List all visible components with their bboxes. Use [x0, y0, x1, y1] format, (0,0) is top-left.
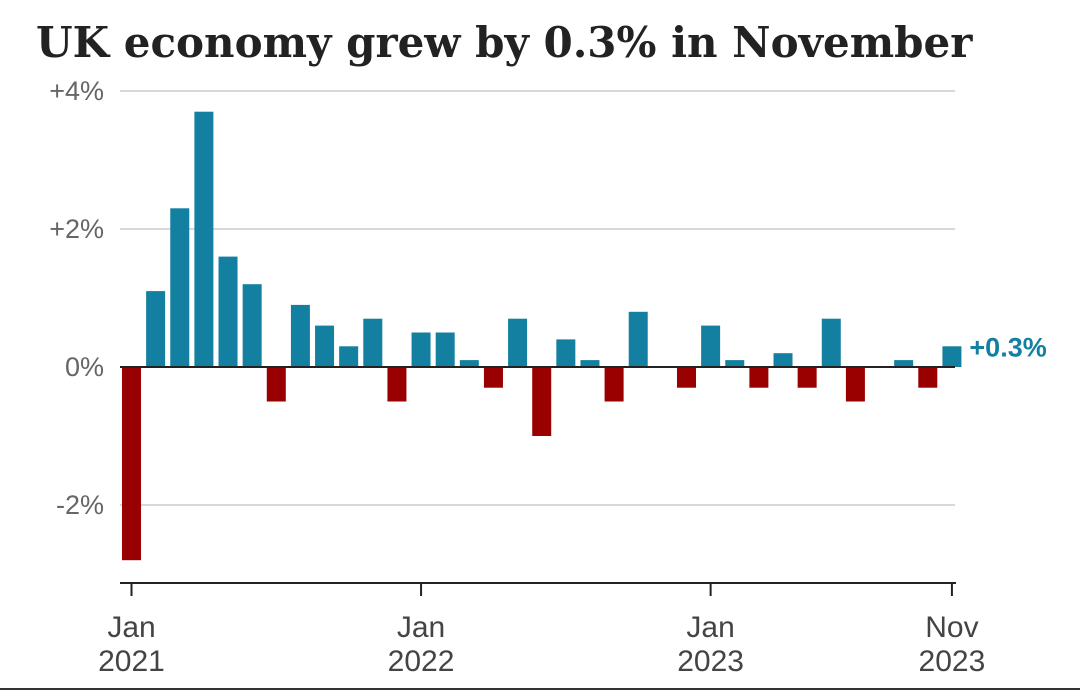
bar	[676, 367, 696, 388]
x-tick-label-month: Nov	[925, 611, 978, 644]
bar	[146, 291, 166, 367]
x-tick-label-year: 2022	[388, 645, 455, 678]
bar	[604, 367, 624, 402]
bar	[532, 367, 552, 436]
bar	[797, 367, 817, 388]
bar	[701, 325, 721, 367]
bar	[845, 367, 865, 402]
x-tick-label-month: Jan	[107, 611, 155, 644]
bar	[387, 367, 407, 402]
bar	[918, 367, 938, 388]
bar	[894, 360, 914, 367]
bar	[363, 318, 383, 367]
bar	[170, 208, 190, 367]
bar	[266, 367, 286, 402]
bar	[580, 360, 600, 367]
bar	[122, 367, 141, 561]
x-tick-label-year: 2023	[677, 645, 744, 678]
y-tick-label: +4%	[49, 76, 104, 106]
bar	[483, 367, 503, 388]
bar	[411, 332, 431, 367]
bar	[749, 367, 769, 388]
bar	[556, 339, 576, 367]
bar	[773, 353, 793, 367]
chart-title: UK economy grew by 0.3% in November	[36, 18, 973, 67]
bar	[821, 318, 841, 367]
bar	[628, 311, 648, 367]
bar	[290, 304, 310, 367]
bar	[242, 284, 262, 367]
bar	[942, 346, 962, 367]
bar	[508, 318, 528, 367]
x-tick-label-month: Jan	[397, 611, 445, 644]
x-tick-label-month: Jan	[686, 611, 734, 644]
bar	[435, 332, 455, 367]
x-tick-label-year: 2021	[98, 645, 165, 678]
bar	[339, 346, 359, 367]
bar	[194, 111, 214, 367]
data-label: +0.3%	[969, 332, 1046, 362]
bar	[459, 360, 479, 367]
x-tick-label-year: 2023	[919, 645, 986, 678]
bar	[218, 256, 238, 367]
bar	[725, 360, 745, 367]
y-tick-label: 0%	[65, 352, 104, 382]
bar	[315, 325, 335, 367]
footer-divider	[0, 688, 1080, 690]
y-tick-label: +2%	[49, 214, 104, 244]
y-tick-label: -2%	[56, 490, 104, 520]
